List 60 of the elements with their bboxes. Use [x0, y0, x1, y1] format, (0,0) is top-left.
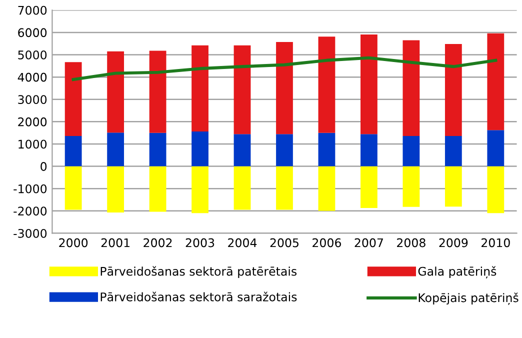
bar — [444, 166, 462, 207]
bar — [360, 166, 378, 208]
bar — [149, 132, 166, 166]
y-tick-label: 4000 — [18, 72, 47, 82]
bar — [192, 166, 208, 214]
bar — [149, 50, 166, 133]
y-tick-label: -3000 — [14, 228, 47, 238]
bar — [192, 45, 208, 132]
bar — [318, 132, 336, 166]
bar — [276, 134, 293, 166]
x-tick-label: 2005 — [270, 238, 298, 248]
y-tick-label: -1000 — [14, 184, 47, 194]
bar — [107, 166, 124, 212]
legend-label: Pārveidošanas sektorā patērētais — [100, 266, 297, 278]
x-tick-label: 2007 — [354, 238, 383, 248]
legend-label: Pārveidošanas sektorā saražotais — [100, 292, 297, 302]
bar — [402, 166, 420, 207]
bar — [487, 130, 504, 166]
bar — [234, 45, 251, 134]
bar — [107, 51, 124, 133]
bar — [64, 166, 82, 210]
bar — [276, 166, 293, 210]
y-tick-label: 0 — [40, 162, 47, 171]
bar — [234, 134, 251, 166]
x-tick-label: 2002 — [144, 238, 172, 248]
bar — [444, 136, 462, 166]
x-tick-label: 2000 — [59, 238, 88, 248]
bar — [318, 36, 336, 133]
bar — [64, 62, 82, 136]
legend-label: Gala patēriņš — [418, 266, 496, 278]
y-tick-label: 6000 — [18, 28, 47, 38]
bar — [107, 132, 124, 166]
x-tick-label: 2010 — [482, 238, 510, 248]
bar — [192, 131, 208, 166]
x-tick-label: 2006 — [312, 238, 342, 248]
y-tick-label: -2000 — [14, 206, 47, 216]
legend-label: Kopējais patēriņš — [418, 292, 518, 305]
y-tick-label: 5000 — [18, 50, 47, 60]
bar — [360, 34, 378, 134]
y-tick-label: 3000 — [18, 95, 47, 104]
y-tick-label: 1000 — [18, 140, 47, 149]
bar — [487, 33, 504, 130]
x-tick-label: 2001 — [101, 238, 130, 248]
y-tick-label: 2000 — [18, 117, 47, 126]
x-tick-label: 2004 — [228, 238, 257, 248]
bar — [318, 166, 336, 211]
x-tick-label: 2008 — [397, 238, 426, 248]
line-series — [72, 56, 498, 82]
bar — [234, 166, 251, 210]
bar — [487, 166, 504, 214]
bar — [444, 44, 462, 136]
x-tick-label: 2009 — [439, 238, 468, 248]
bar — [402, 40, 420, 136]
bar — [64, 136, 82, 166]
bar — [360, 134, 378, 166]
y-tick-label: 7000 — [18, 6, 47, 15]
bar — [276, 42, 293, 134]
bar — [149, 166, 166, 212]
x-tick-label: 2003 — [186, 238, 214, 248]
bar — [402, 136, 420, 166]
